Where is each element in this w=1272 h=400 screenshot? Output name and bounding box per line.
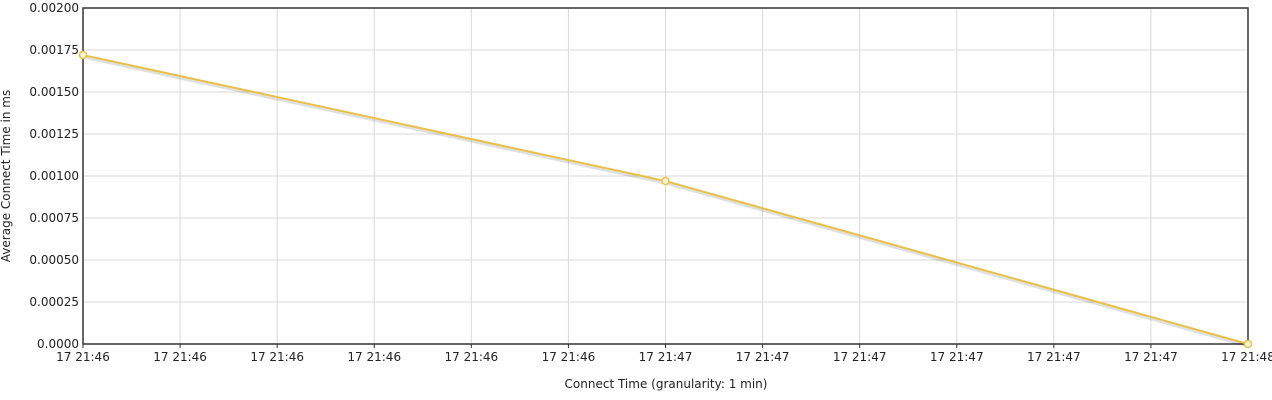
x-tick-label: 17 21:47 bbox=[833, 350, 887, 364]
x-tick-label: 17 21:48 bbox=[1221, 350, 1272, 364]
x-axis-title: Connect Time (granularity: 1 min) bbox=[565, 377, 768, 391]
x-tick-label: 17 21:46 bbox=[542, 350, 596, 364]
x-tick-label: 17 21:47 bbox=[736, 350, 790, 364]
x-tick-label: 17 21:46 bbox=[56, 350, 110, 364]
plot-frame bbox=[82, 7, 1249, 345]
y-tick-label: 0.00150 bbox=[29, 85, 79, 99]
data-point[interactable] bbox=[78, 50, 88, 60]
y-tick-label: 0.00200 bbox=[29, 1, 79, 15]
y-tick-label: 0.00125 bbox=[29, 127, 79, 141]
y-axis-title: Average Connect Time in ms bbox=[0, 90, 13, 262]
y-tick-label: 0.00100 bbox=[29, 169, 79, 183]
x-tick-label: 17 21:46 bbox=[250, 350, 304, 364]
grid-layer bbox=[82, 7, 1249, 345]
x-tick-label: 17 21:46 bbox=[444, 350, 498, 364]
y-tick-label: 0.00025 bbox=[29, 295, 79, 309]
series-layer bbox=[78, 50, 1253, 349]
axis-layer bbox=[82, 7, 1249, 348]
x-tick-label: 17 21:46 bbox=[153, 350, 207, 364]
data-point[interactable] bbox=[1243, 339, 1253, 349]
data-point[interactable] bbox=[661, 176, 670, 186]
x-tick-label: 17 21:47 bbox=[1124, 350, 1178, 364]
x-tick-label: 17 21:47 bbox=[930, 350, 984, 364]
y-tick-label: 0.00075 bbox=[29, 211, 79, 225]
x-tick-label: 17 21:47 bbox=[1027, 350, 1081, 364]
y-tick-label: 0.00050 bbox=[29, 253, 79, 267]
x-tick-label: 17 21:47 bbox=[639, 350, 693, 364]
label-layer: Average Connect Time in ms Connect Time … bbox=[0, 1, 1272, 391]
x-tick-label: 17 21:46 bbox=[347, 350, 401, 364]
y-tick-label: 0.0000 bbox=[37, 337, 79, 351]
y-tick-label: 0.00175 bbox=[29, 43, 79, 57]
